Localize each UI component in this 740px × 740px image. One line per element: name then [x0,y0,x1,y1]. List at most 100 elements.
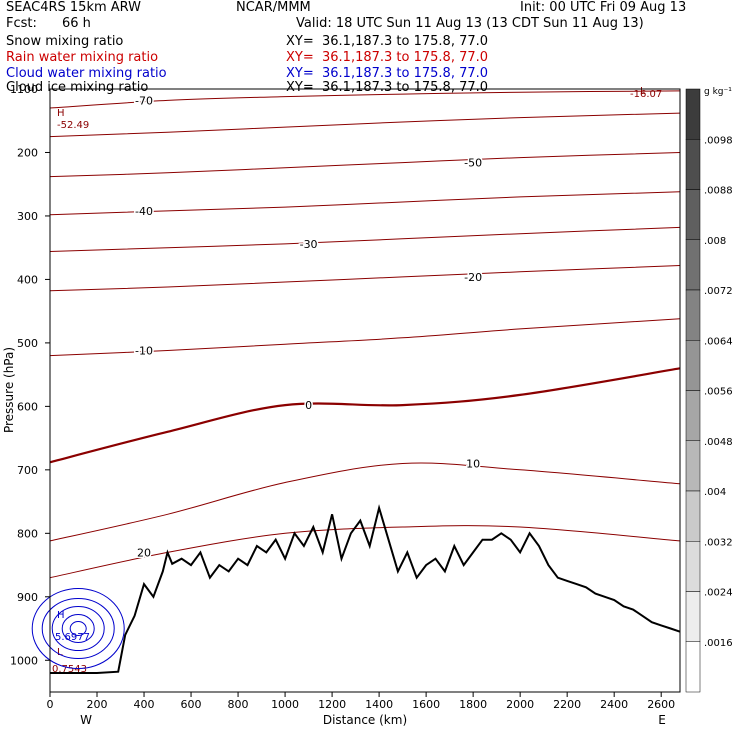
axes-layer: 0 200 400 600 800 1000 1200 1400 1600 1800 2000 220… [10,88,681,711]
cloud-water-contour [51,606,105,652]
x-end-label-right: E [658,713,666,727]
field-cloudwater-xy: XY= 36.1,187.3 to 175.8, 77.0 [286,66,489,81]
extreme-marker: H [57,108,65,119]
y-tick-label: 300 [17,210,38,223]
colorbar-label: .0088 [704,186,733,197]
colorbar-swatch [685,88,701,140]
init-time: Init: 00 UTC Fri 09 Aug 13 [520,0,687,15]
colorbar-label: .0024 [704,588,733,599]
y-tick-label-top: 1100 [10,83,38,96]
colorbar-label: .008 [704,236,726,247]
x-tick-label: 600 [181,698,202,711]
field-snow-xy: XY= 36.1,187.3 to 175.8, 77.0 [286,34,489,49]
isotherm-label: 0 [305,399,312,412]
plot-frame [49,88,681,693]
extreme-value: -16.07 [630,89,662,100]
isotherm-label: 10 [466,457,480,470]
field-rain-name: Rain water mixing ratio [6,50,159,65]
y-tick-label: 200 [17,146,38,159]
center-label: NCAR/MMM [236,0,311,15]
x-tick-label: 400 [134,698,155,711]
field-cloudwater-name: Cloud water mixing ratio [6,66,167,81]
y-tick-label: 500 [17,337,38,350]
colorbar-swatch [685,591,701,642]
terrain-line [50,504,681,674]
model-title: SEAC4RS 15km ARW [6,0,142,15]
isotherm-line [49,191,681,216]
isotherm-line [49,90,681,109]
contour-layer: -70-50-40-30-20-1001020H-52.49L-16.07H5.… [49,86,681,675]
cloud-water-contour [69,621,87,637]
field-rain-xy: XY= 36.1,187.3 to 175.8, 77.0 [286,50,489,65]
x-tick-label: 1400 [365,698,393,711]
isotherm-line [49,226,681,252]
x-tick-label: 1600 [412,698,440,711]
colorbar-swatch [685,189,701,240]
extreme-marker: L [640,86,646,97]
x-tick-label: 200 [87,698,108,711]
terrain-layer [50,504,681,674]
isotherm-label: -30 [300,238,318,251]
y-tick-label: 700 [17,464,38,477]
isotherm-line [49,265,681,292]
x-tick-label: 2200 [553,698,581,711]
colorbar-swatch [685,239,701,291]
extreme-marker: L [57,647,63,658]
colorbar-label: .0072 [704,286,733,297]
isotherm-label: -40 [135,205,153,218]
x-tick-label: 1200 [318,698,346,711]
y-tick-label: 900 [17,591,38,604]
x-tick-label: 1800 [459,698,487,711]
colorbar-label: .0056 [704,387,733,398]
cloud-water-contour [41,598,115,660]
isotherm-label: 20 [137,546,151,559]
isotherm-label: -70 [135,94,153,107]
colorbar-swatch [685,390,701,441]
isotherm-label: -10 [135,345,153,358]
isotherm-line [49,318,681,357]
y-tick-label: 800 [17,527,38,540]
cloud-water-contour [61,614,95,644]
field-snow-name: Snow mixing ratio [6,34,124,49]
isotherm-line [49,112,681,138]
valid-time: Valid: 18 UTC Sun 11 Aug 13 (13 CDT Sun … [296,16,644,31]
field-cloudice-xy: XY= 36.1,187.3 to 175.8, 77.0 [286,80,489,95]
isotherm-line [49,367,681,464]
extreme-marker: H [57,610,65,621]
x-tick-label: 0 [47,698,54,711]
extreme-value: -52.49 [57,120,89,131]
colorbar-swatch [685,139,701,190]
colorbar-swatch [685,490,701,542]
x-axis-title: Distance (km) [323,713,407,727]
isotherm-line [49,152,681,178]
cloud-water-contour [31,588,125,670]
forecast-label: Fcst: [6,16,37,31]
colorbar-label: .0032 [704,537,733,548]
x-tick-label: 2000 [506,698,534,711]
x-tick-label: 2400 [600,698,628,711]
extreme-value: 5.6977 [55,632,90,643]
colorbar-swatch [685,641,701,693]
colorbar-swatch [685,440,701,492]
x-tick-label: 1000 [271,698,299,711]
y-tick-label: 600 [17,400,38,413]
colorbar-label: .0016 [704,638,733,649]
colorbar-swatch [685,541,701,592]
isotherm-label: -20 [464,271,482,284]
colorbar-label: .0098 [704,135,733,146]
x-tick-label: 800 [228,698,249,711]
colorbar-unit: g kg⁻¹ [704,87,732,97]
colorbar: .0098 .0088 .008 .0072 .0064 .0056 .0048 .004 .0… [685,88,733,693]
y-tick-label: 1000 [10,654,38,667]
isotherm-label: -50 [464,157,482,170]
field-cloudice-name: Cloud ice mixing ratio [6,80,149,95]
x-end-label-left: W [80,713,92,727]
forecast-value: 66 h [62,16,91,31]
y-tick-label: 400 [17,273,38,286]
isotherm-line [49,462,681,542]
colorbar-swatch [685,340,701,391]
cloud-water-layer [31,588,125,670]
colorbar-swatch [685,289,701,341]
x-tick-label: 2600 [647,698,675,711]
